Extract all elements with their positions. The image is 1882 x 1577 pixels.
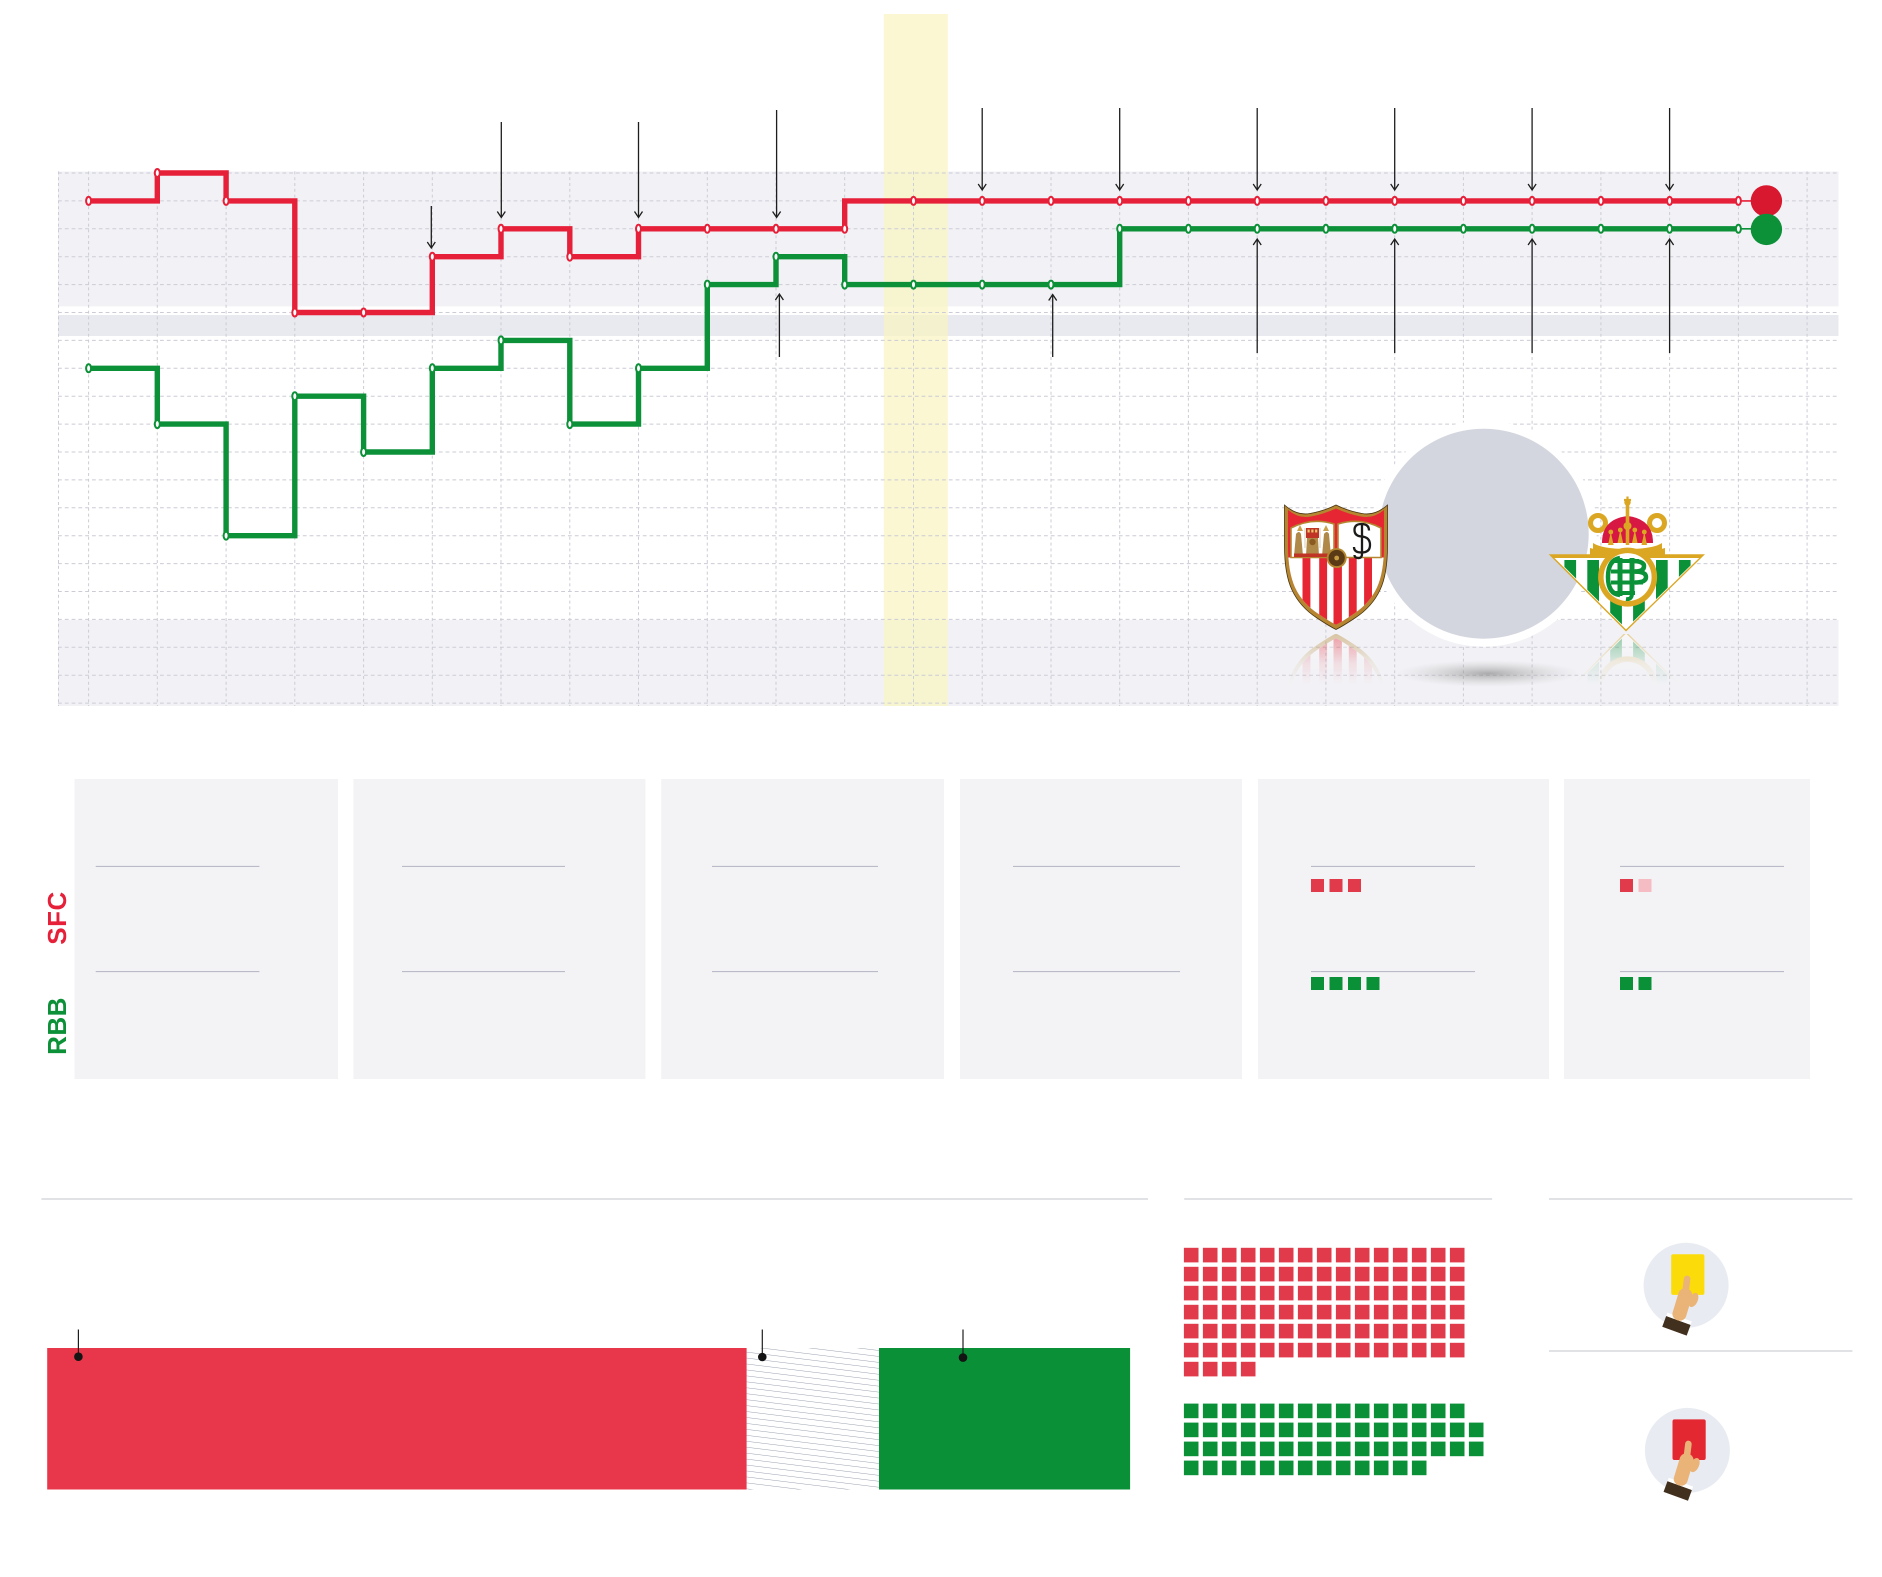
svg-text:RBB: RBB xyxy=(42,997,72,1055)
svg-text:SFC: SFC xyxy=(42,891,72,945)
